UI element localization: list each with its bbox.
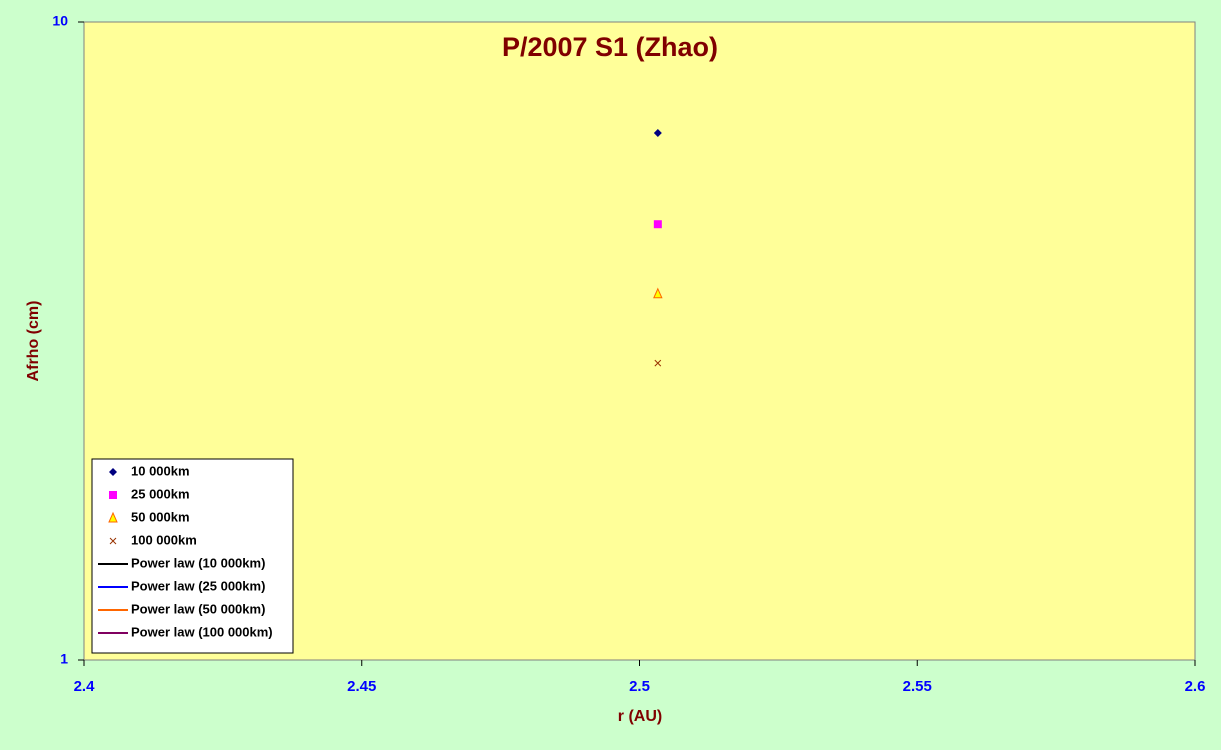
legend-label: Power law (25 000km) [131,578,265,593]
x-tick-label: 2.45 [347,678,376,695]
legend-label: Power law (100 000km) [131,624,273,639]
marker-square [653,220,662,229]
legend-box [91,458,294,654]
x-axis-label: r (AU) [618,708,662,725]
y-tick-label: 1 [60,651,68,667]
x-tick-label: 2.55 [903,678,932,695]
y-tick-label: 10 [52,13,68,29]
marker-diamond [653,128,662,137]
marker-triangle [653,287,663,299]
y-axis-label: Afrho (cm) [25,301,42,382]
legend-label: 10 000km [131,463,190,478]
legend-marker [109,537,117,545]
marker-cross [654,359,662,367]
legend-marker [109,468,117,476]
legend-marker [109,491,117,499]
legend-label: Power law (50 000km) [131,601,265,616]
x-tick-label: 2.6 [1185,678,1206,695]
legend-label: 50 000km [131,509,190,524]
legend-label: 100 000km [131,532,197,547]
legend-label: 25 000km [131,486,190,501]
legend-marker [108,511,118,523]
chart-title: P/2007 S1 (Zhao) [502,32,718,62]
x-tick-label: 2.4 [74,678,96,695]
legend-label: Power law (10 000km) [131,555,265,570]
x-tick-label: 2.5 [629,678,650,695]
